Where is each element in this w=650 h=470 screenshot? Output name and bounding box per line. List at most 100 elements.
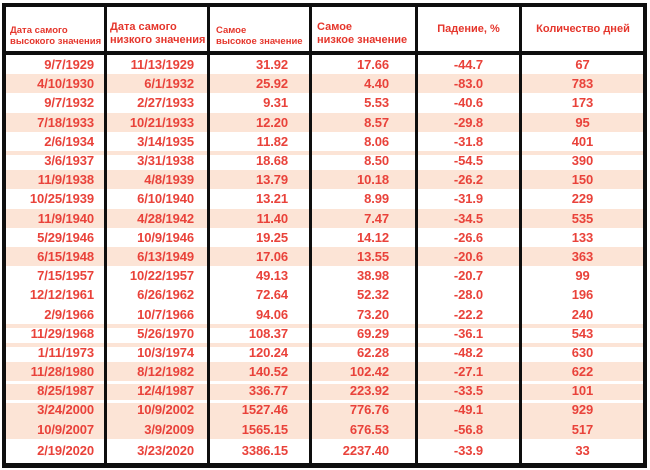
table-row: 10/25/1939 6/10/1940 13.21 8.99 -31.9 22… <box>6 189 643 209</box>
table-row: 2/9/1966 10/7/1966 94.06 73.20 -22.2 240 <box>6 304 643 324</box>
cell-low-date: 5/26/1970 <box>107 323 210 343</box>
table-row: 9/7/1929 11/13/1929 31.92 17.66 -44.7 67 <box>6 55 643 75</box>
cell-high-value: 140.52 <box>210 362 312 382</box>
table-body: 9/7/1929 11/13/1929 31.92 17.66 -44.7 67… <box>6 55 643 463</box>
cell-high-value: 19.25 <box>210 227 312 247</box>
cell-low-date: 3/9/2009 <box>107 419 210 439</box>
table-row: 8/25/1987 12/4/1987 336.77 223.92 -33.5 … <box>6 381 643 401</box>
cell-low-date: 10/21/1933 <box>107 112 210 132</box>
cell-high-date: 5/29/1946 <box>6 227 107 247</box>
table-row: 2/19/2020 3/23/2020 3386.15 2237.40 -33.… <box>6 438 643 463</box>
cell-days-count: 517 <box>571 421 594 437</box>
cell-high-date: 4/10/1930 <box>6 74 107 94</box>
cell-low-date: 10/9/2002 <box>107 400 210 420</box>
cell-high-date: 10/25/1939 <box>6 189 107 209</box>
cell-high-value: 11.82 <box>210 131 312 151</box>
table-row: 2/6/1934 3/14/1935 11.82 8.06 -31.8 401 <box>6 131 643 151</box>
cell-drop-pct: -20.7 <box>418 266 522 286</box>
cell-days-count: 783 <box>571 76 594 92</box>
cell-low-value: 13.55 <box>312 246 418 267</box>
cell-high-date: 10/9/2007 <box>6 419 107 439</box>
table-row: 5/29/1946 10/9/1946 19.25 14.12 -26.6 13… <box>6 227 643 247</box>
cell-days-count: 67 <box>575 57 590 73</box>
cell-low-value: 5.53 <box>312 93 418 113</box>
cell-low-date: 2/27/1933 <box>107 93 210 113</box>
cell-low-value: 8.57 <box>312 112 418 132</box>
cell-low-date: 11/13/1929 <box>107 55 210 75</box>
cell-low-date: 3/23/2020 <box>107 438 210 463</box>
cell-days-count: 929 <box>571 402 594 418</box>
cell-low-date: 10/7/1966 <box>107 304 210 324</box>
column-header-low-date: Дата самого низкого значения <box>107 7 210 51</box>
table-header-row: Дата самого высокого значения Дата самог… <box>6 7 643 55</box>
cell-low-date: 3/14/1935 <box>107 131 210 151</box>
cell-high-date: 9/7/1932 <box>6 93 107 113</box>
table-row: 11/9/1940 4/28/1942 11.40 7.47 -34.5 535 <box>6 208 643 228</box>
market-drawdowns-table: Дата самого высокого значения Дата самог… <box>2 3 647 468</box>
table-row: 6/15/1948 6/13/1949 17.06 13.55 -20.6 36… <box>6 246 643 267</box>
column-header-high-date: Дата самого высокого значения <box>6 7 107 51</box>
cell-days-count: 99 <box>575 268 590 284</box>
cell-days-count: 33 <box>575 443 590 459</box>
cell-high-value: 31.92 <box>210 55 312 75</box>
cell-days-count: 240 <box>571 306 594 322</box>
cell-low-value: 102.42 <box>312 362 418 382</box>
cell-high-value: 1565.15 <box>210 419 312 439</box>
cell-days-count: 150 <box>571 172 594 188</box>
table-row: 7/18/1933 10/21/1933 12.20 8.57 -29.8 95 <box>6 112 643 132</box>
cell-drop-pct: -27.1 <box>418 362 522 382</box>
column-header-drop-pct: Падение, % <box>418 7 522 51</box>
cell-low-value: 69.29 <box>312 323 418 343</box>
cell-days-count: 543 <box>571 325 594 341</box>
cell-drop-pct: -31.9 <box>418 189 522 209</box>
cell-low-value: 73.20 <box>312 304 418 324</box>
cell-low-value: 2237.40 <box>312 438 418 463</box>
cell-low-value: 8.06 <box>312 131 418 151</box>
cell-days-count: 229 <box>571 191 594 207</box>
cell-high-date: 1/11/1973 <box>6 342 107 362</box>
table-row: 11/28/1980 8/12/1982 140.52 102.42 -27.1… <box>6 362 643 382</box>
table-row: 9/7/1932 2/27/1933 9.31 5.53 -40.6 173 <box>6 93 643 113</box>
cell-high-value: 13.21 <box>210 189 312 209</box>
cell-high-value: 9.31 <box>210 93 312 113</box>
cell-high-date: 8/25/1987 <box>6 381 107 401</box>
cell-high-value: 1527.46 <box>210 400 312 420</box>
cell-low-value: 7.47 <box>312 208 418 228</box>
cell-low-value: 8.50 <box>312 150 418 171</box>
cell-high-value: 25.92 <box>210 74 312 94</box>
cell-low-date: 6/26/1962 <box>107 285 210 305</box>
cell-high-date: 2/9/1966 <box>6 304 107 324</box>
cell-high-date: 11/9/1940 <box>6 208 107 228</box>
cell-drop-pct: -49.1 <box>418 400 522 420</box>
cell-high-date: 11/29/1968 <box>6 323 107 343</box>
cell-drop-pct: -34.5 <box>418 208 522 228</box>
cell-drop-pct: -22.2 <box>418 304 522 324</box>
cell-drop-pct: -48.2 <box>418 342 522 362</box>
cell-drop-pct: -29.8 <box>418 112 522 132</box>
table-row: 3/6/1937 3/31/1938 18.68 8.50 -54.5 390 <box>6 150 643 171</box>
column-header-days-count: Количество дней <box>536 22 630 35</box>
cell-high-date: 12/12/1961 <box>6 285 107 305</box>
cell-days-count: 630 <box>571 344 594 360</box>
cell-low-date: 3/31/1938 <box>107 150 210 171</box>
cell-low-date: 4/28/1942 <box>107 208 210 228</box>
cell-low-date: 8/12/1982 <box>107 362 210 382</box>
table-row: 3/24/2000 10/9/2002 1527.46 776.76 -49.1… <box>6 400 643 420</box>
cell-low-value: 4.40 <box>312 74 418 94</box>
cell-low-date: 10/3/1974 <box>107 342 210 362</box>
column-header-low-value: Самое низкое значение <box>312 7 418 51</box>
cell-days-count: 363 <box>571 248 594 264</box>
cell-high-date: 3/24/2000 <box>6 400 107 420</box>
cell-drop-pct: -54.5 <box>418 150 522 171</box>
cell-low-value: 10.18 <box>312 170 418 190</box>
cell-high-date: 2/6/1934 <box>6 131 107 151</box>
cell-drop-pct: -28.0 <box>418 285 522 305</box>
cell-low-value: 62.28 <box>312 342 418 362</box>
table-row: 11/29/1968 5/26/1970 108.37 69.29 -36.1 … <box>6 323 643 343</box>
cell-days-count: 173 <box>571 95 594 111</box>
cell-days-count: 101 <box>571 383 594 399</box>
cell-high-date: 6/15/1948 <box>6 246 107 267</box>
cell-high-value: 17.06 <box>210 246 312 267</box>
cell-low-date: 4/8/1939 <box>107 170 210 190</box>
cell-high-date: 3/6/1937 <box>6 150 107 171</box>
